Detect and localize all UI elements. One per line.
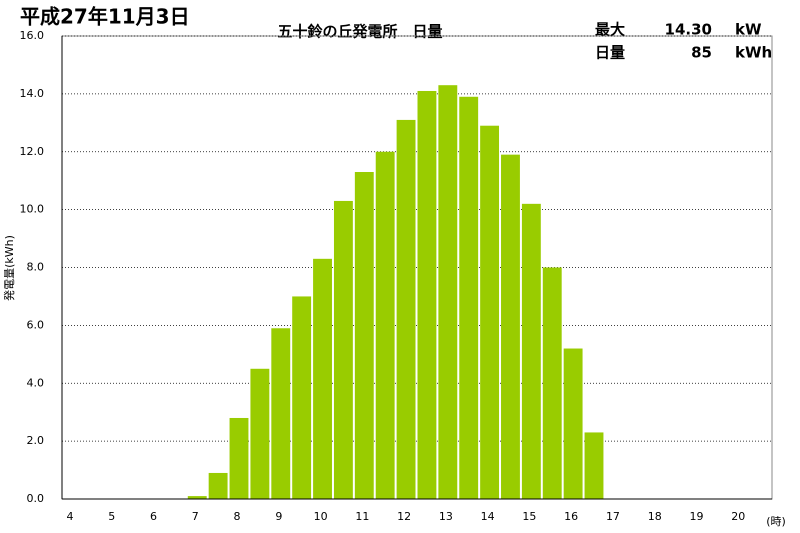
summary-value: 85 bbox=[691, 44, 712, 62]
x-tick-label: 16 bbox=[564, 510, 578, 523]
x-tick-label: 12 bbox=[397, 510, 411, 523]
bar bbox=[354, 172, 374, 499]
bar bbox=[333, 200, 353, 499]
y-tick-label: 12.0 bbox=[20, 145, 45, 158]
summary-unit: kW bbox=[735, 21, 762, 39]
y-tick-label: 0.0 bbox=[27, 492, 45, 505]
summary-label: 最大 bbox=[595, 21, 625, 39]
chart-subtitle: 五十鈴の丘発電所 日量 bbox=[277, 23, 442, 41]
bar bbox=[313, 258, 332, 499]
chart-title: 平成27年11月3日 bbox=[20, 5, 190, 29]
bar bbox=[563, 348, 583, 499]
x-tick-label: 9 bbox=[275, 510, 282, 523]
y-axis-label: 発電量(kWh) bbox=[2, 235, 16, 301]
bar bbox=[501, 154, 520, 500]
summary-unit: kWh bbox=[735, 44, 772, 62]
bar bbox=[375, 151, 395, 499]
bar bbox=[396, 119, 416, 499]
x-tick-label: 19 bbox=[689, 510, 703, 523]
y-tick-label: 6.0 bbox=[27, 318, 45, 331]
bar bbox=[417, 90, 437, 499]
bar bbox=[187, 496, 207, 499]
x-tick-label: 11 bbox=[355, 510, 369, 523]
x-tick-label: 13 bbox=[439, 510, 453, 523]
x-axis-unit: (時) bbox=[766, 515, 786, 528]
y-tick-label: 4.0 bbox=[27, 376, 45, 389]
x-tick-label: 5 bbox=[108, 510, 115, 523]
bar bbox=[480, 125, 500, 500]
bar bbox=[271, 328, 291, 499]
x-tick-label: 6 bbox=[150, 510, 157, 523]
bar bbox=[521, 203, 541, 499]
summary-value: 14.30 bbox=[665, 21, 712, 39]
x-tick-label: 8 bbox=[234, 510, 241, 523]
bar bbox=[542, 267, 562, 499]
x-tick-label: 20 bbox=[731, 510, 745, 523]
bar bbox=[229, 417, 249, 499]
y-tick-label: 8.0 bbox=[27, 261, 45, 274]
bar bbox=[208, 472, 228, 499]
x-tick-label: 7 bbox=[192, 510, 199, 523]
bar bbox=[250, 368, 270, 499]
bar bbox=[438, 85, 458, 499]
y-tick-label: 2.0 bbox=[27, 434, 45, 447]
x-tick-label: 15 bbox=[522, 510, 536, 523]
x-tick-label: 10 bbox=[314, 510, 328, 523]
x-tick-label: 18 bbox=[648, 510, 662, 523]
y-tick-label: 10.0 bbox=[20, 203, 45, 216]
x-tick-label: 17 bbox=[606, 510, 620, 523]
bar bbox=[584, 432, 604, 499]
y-tick-label: 16.0 bbox=[20, 29, 45, 42]
x-tick-label: 4 bbox=[67, 510, 74, 523]
y-tick-label: 14.0 bbox=[20, 87, 45, 100]
bar bbox=[459, 96, 479, 500]
summary-label: 日量 bbox=[595, 44, 625, 62]
x-tick-label: 14 bbox=[481, 510, 495, 523]
bar bbox=[292, 296, 312, 499]
